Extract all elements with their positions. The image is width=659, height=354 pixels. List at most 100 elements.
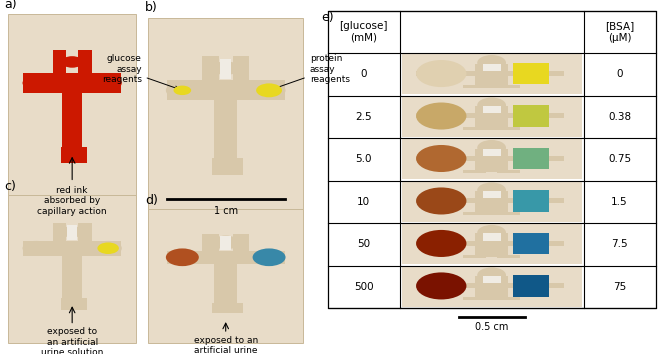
Bar: [148, 18, 303, 219]
Circle shape: [252, 81, 285, 99]
Bar: [220, 59, 231, 79]
Circle shape: [477, 225, 506, 240]
Text: 500: 500: [354, 282, 374, 292]
Circle shape: [213, 61, 239, 75]
Text: 0.75: 0.75: [608, 154, 631, 164]
Bar: [513, 190, 549, 212]
Bar: [488, 198, 563, 204]
Bar: [463, 170, 486, 173]
Bar: [416, 198, 492, 204]
Bar: [167, 251, 225, 264]
Bar: [220, 236, 231, 250]
Bar: [475, 149, 508, 172]
Bar: [513, 233, 549, 254]
Text: c): c): [5, 180, 16, 193]
Text: exposed to an
artificial urine
solution containing
glucose and protein: exposed to an artificial urine solution …: [181, 336, 271, 354]
Bar: [68, 225, 76, 240]
Circle shape: [477, 267, 506, 283]
Text: 75: 75: [613, 282, 626, 292]
Text: exposed to
an artificial
urine solution: exposed to an artificial urine solution: [41, 327, 103, 354]
Text: 10: 10: [357, 197, 370, 207]
Bar: [402, 182, 581, 222]
Bar: [225, 251, 285, 264]
Bar: [225, 80, 285, 101]
Bar: [214, 90, 237, 159]
Bar: [497, 127, 521, 130]
Bar: [212, 303, 231, 313]
Bar: [61, 298, 76, 310]
Circle shape: [477, 140, 506, 155]
Circle shape: [477, 97, 506, 113]
Text: 5.0: 5.0: [355, 154, 372, 164]
Bar: [488, 283, 563, 289]
Bar: [513, 63, 549, 84]
Bar: [402, 55, 581, 94]
Text: a): a): [5, 0, 17, 11]
Circle shape: [98, 242, 119, 254]
Bar: [71, 148, 86, 163]
Bar: [402, 97, 581, 137]
Bar: [202, 234, 219, 251]
Bar: [416, 71, 492, 76]
Circle shape: [213, 235, 239, 250]
Bar: [416, 113, 492, 119]
Circle shape: [166, 81, 199, 99]
Bar: [497, 297, 521, 300]
Circle shape: [61, 56, 83, 68]
Circle shape: [252, 249, 285, 266]
Bar: [167, 80, 225, 101]
Bar: [53, 223, 67, 241]
Bar: [224, 159, 243, 175]
Bar: [463, 212, 486, 215]
Bar: [233, 56, 249, 80]
Text: 1 cm: 1 cm: [214, 206, 238, 216]
Text: [glucose]
(mM): [glucose] (mM): [339, 21, 388, 43]
Circle shape: [94, 76, 122, 90]
Bar: [482, 234, 501, 241]
Text: 0.5 cm: 0.5 cm: [475, 322, 508, 332]
Bar: [416, 241, 492, 246]
Text: 0.38: 0.38: [608, 112, 631, 122]
Bar: [475, 234, 508, 257]
Bar: [497, 85, 521, 88]
Bar: [402, 224, 581, 264]
Circle shape: [416, 273, 467, 299]
Bar: [23, 241, 72, 256]
Bar: [475, 106, 508, 130]
Bar: [463, 255, 486, 258]
Bar: [8, 195, 136, 343]
Bar: [482, 191, 501, 198]
Bar: [402, 139, 581, 179]
Bar: [513, 105, 549, 127]
Bar: [497, 170, 521, 173]
Bar: [202, 56, 219, 80]
Text: 1.5: 1.5: [612, 197, 628, 207]
Circle shape: [22, 241, 50, 256]
Circle shape: [166, 249, 199, 266]
Bar: [513, 275, 549, 297]
Circle shape: [173, 86, 191, 95]
Bar: [53, 51, 67, 73]
Bar: [497, 255, 521, 258]
Text: 0: 0: [616, 69, 623, 79]
Circle shape: [416, 103, 467, 130]
Bar: [72, 73, 121, 92]
Bar: [23, 73, 72, 92]
Bar: [463, 127, 486, 130]
Bar: [63, 83, 82, 148]
Text: d): d): [145, 194, 158, 207]
Circle shape: [416, 188, 467, 215]
Text: e): e): [321, 11, 333, 24]
Circle shape: [22, 76, 50, 90]
Bar: [67, 225, 69, 240]
Circle shape: [477, 55, 506, 70]
Bar: [475, 276, 508, 300]
Bar: [72, 241, 121, 256]
Circle shape: [477, 182, 506, 198]
Circle shape: [94, 241, 122, 256]
Bar: [71, 298, 86, 310]
Bar: [63, 248, 82, 298]
Bar: [220, 236, 222, 250]
Bar: [475, 191, 508, 215]
Bar: [488, 156, 563, 161]
